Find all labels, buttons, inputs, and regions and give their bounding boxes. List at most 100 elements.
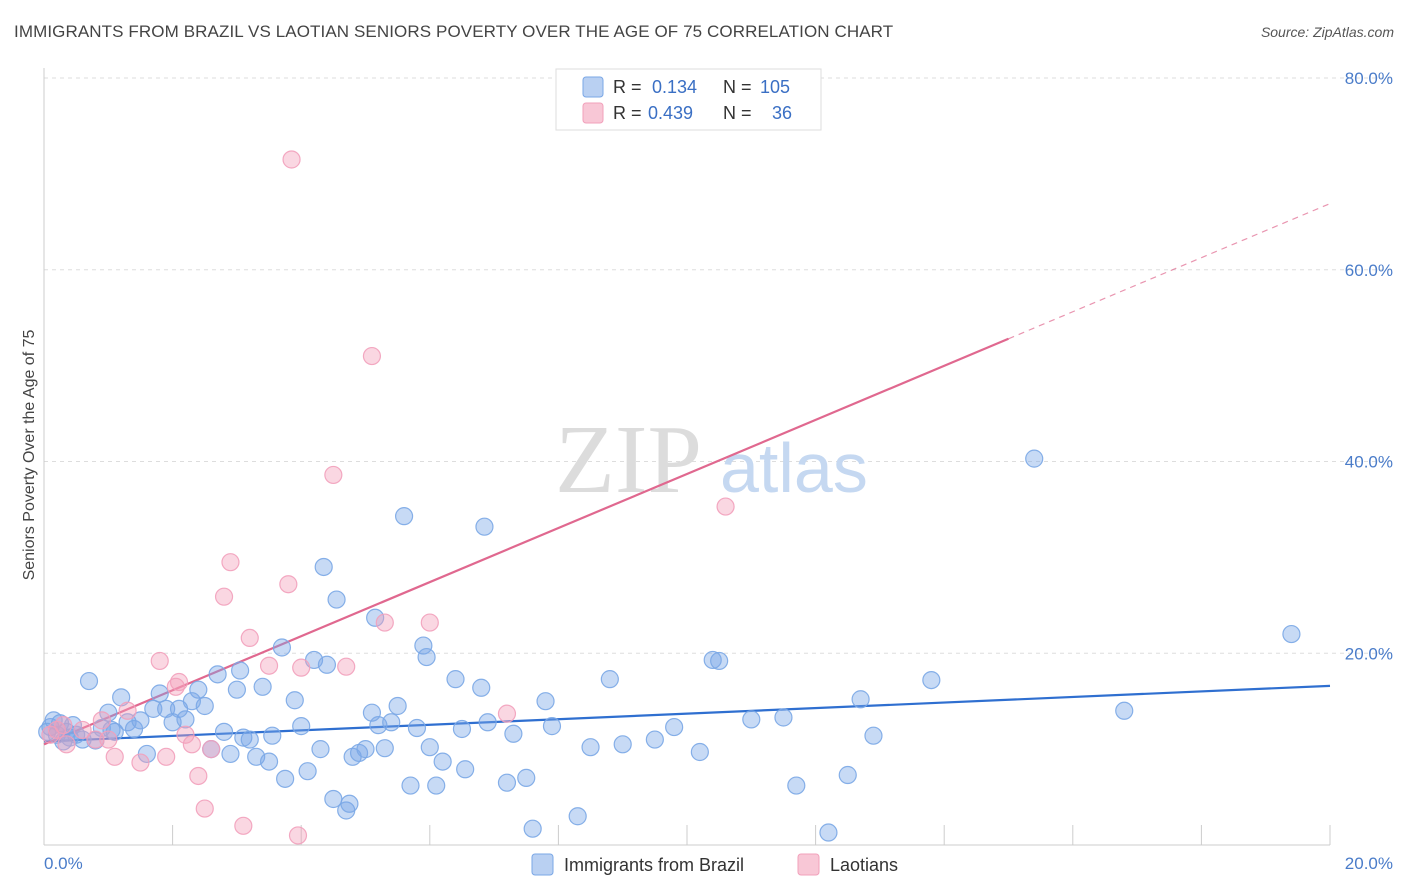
point-brazil-102 <box>240 730 259 749</box>
point-laotians-23 <box>282 150 301 169</box>
point-laotians-27 <box>362 346 382 366</box>
legend-box: R = 0.134 N = 105 R = 0.439 N = 36 <box>555 68 822 131</box>
point-laotians-6 <box>105 747 124 766</box>
point-brazil-89 <box>787 776 806 795</box>
point-brazil-32 <box>231 661 250 680</box>
point-brazil-33 <box>234 728 253 747</box>
point-laotians-22 <box>279 575 298 594</box>
point-brazil-73 <box>497 773 517 792</box>
point-brazil-64 <box>420 738 439 757</box>
point-brazil-67 <box>446 670 465 689</box>
point-brazil-44 <box>311 740 330 759</box>
point-laotians-12 <box>169 672 189 692</box>
point-brazil-76 <box>523 819 542 838</box>
chart-title: IMMIGRANTS FROM BRAZIL VS LAOTIAN SENIOR… <box>14 22 894 41</box>
legend-r-label-brazil: R = <box>613 77 642 97</box>
data-points <box>38 150 1301 845</box>
point-laotians-32 <box>47 720 66 740</box>
y-tick-label-2: 60.0% <box>1345 261 1393 280</box>
legend-r-value-brazil: 0.134 <box>652 77 697 97</box>
point-brazil-37 <box>263 726 282 745</box>
point-brazil-24 <box>176 710 195 729</box>
point-laotians-7 <box>118 701 137 720</box>
legend-n-label-laotians: N = <box>723 103 752 123</box>
point-brazil-31 <box>227 680 246 699</box>
trend-line-brazil <box>43 684 1331 743</box>
point-laotians-10 <box>157 747 176 766</box>
x-tick-label-0: 0.0% <box>44 854 83 873</box>
point-laotians-11 <box>166 677 185 696</box>
legend-r-value-laotians: 0.439 <box>648 103 693 123</box>
point-brazil-39 <box>276 769 295 788</box>
point-brazil-93 <box>864 726 883 745</box>
y-tick-label-3: 80.0% <box>1345 69 1393 88</box>
point-brazil-97 <box>1282 624 1301 644</box>
point-brazil-80 <box>581 738 600 757</box>
point-brazil-92 <box>851 690 870 709</box>
point-brazil-58 <box>388 696 407 716</box>
series-legend-swatch-laotians <box>797 853 820 876</box>
point-brazil-68 <box>452 719 472 739</box>
watermark-zip: ZIP <box>555 406 702 514</box>
point-brazil-94 <box>922 670 941 690</box>
point-brazil-90 <box>819 823 838 842</box>
point-brazil-9 <box>79 671 99 691</box>
point-laotians-3 <box>73 720 92 740</box>
legend-n-label-brazil: N = <box>723 77 752 97</box>
point-laotians-5 <box>92 711 111 730</box>
legend-r-label-laotians: R = <box>613 103 642 123</box>
point-laotians-15 <box>189 766 208 786</box>
point-brazil-30 <box>221 744 240 764</box>
point-brazil-35 <box>253 677 272 696</box>
point-laotians-28 <box>375 613 394 632</box>
legend-swatch-laotians <box>582 102 604 124</box>
grid-lines <box>44 77 1392 654</box>
point-brazil-88 <box>774 708 793 727</box>
point-laotians-30 <box>497 704 517 723</box>
watermark-atlas: atlas <box>720 429 868 507</box>
point-laotians-29 <box>420 613 439 632</box>
point-brazil-29 <box>214 722 234 741</box>
point-brazil-28 <box>208 665 227 684</box>
point-brazil-95 <box>1025 449 1044 468</box>
point-laotians-18 <box>221 553 240 572</box>
axes <box>43 68 1331 846</box>
point-brazil-82 <box>613 735 632 754</box>
tick-labels: 20.0% 40.0% 60.0% 80.0% 0.0% 20.0% <box>44 69 1393 873</box>
series-legend: Immigrants from Brazil Laotians <box>531 853 898 876</box>
point-brazil-103 <box>375 739 394 758</box>
point-brazil-59 <box>394 507 414 526</box>
point-brazil-83 <box>645 730 664 749</box>
point-brazil-60 <box>401 776 420 795</box>
point-laotians-17 <box>214 587 234 606</box>
point-brazil-104 <box>665 717 684 737</box>
point-brazil-65 <box>433 752 452 771</box>
point-brazil-45 <box>314 557 333 577</box>
point-brazil-50 <box>340 794 359 813</box>
trend-line-extension-laotians <box>1008 203 1331 340</box>
point-brazil-41 <box>292 717 311 736</box>
point-brazil-55 <box>366 608 385 627</box>
point-brazil-19 <box>144 699 163 718</box>
point-brazil-62 <box>414 636 433 655</box>
point-brazil-61 <box>407 718 427 738</box>
point-laotians-19 <box>234 816 253 835</box>
point-laotians-34 <box>202 740 221 759</box>
series-legend-swatch-brazil <box>531 853 554 876</box>
point-brazil-84 <box>690 742 709 762</box>
trend-lines <box>43 203 1331 746</box>
point-laotians-20 <box>240 628 259 648</box>
point-brazil-57 <box>382 713 401 732</box>
point-laotians-21 <box>259 656 279 675</box>
legend-n-value-brazil: 105 <box>760 77 790 97</box>
point-brazil-96 <box>1115 701 1134 720</box>
y-tick-label-1: 40.0% <box>1345 453 1393 472</box>
point-laotians-26 <box>324 465 343 485</box>
point-laotians-31 <box>716 497 735 516</box>
legend-swatch-brazil <box>582 76 604 98</box>
point-laotians-13 <box>176 725 195 744</box>
point-brazil-40 <box>285 691 304 710</box>
point-laotians-33 <box>99 730 118 749</box>
point-brazil-25 <box>189 680 208 699</box>
